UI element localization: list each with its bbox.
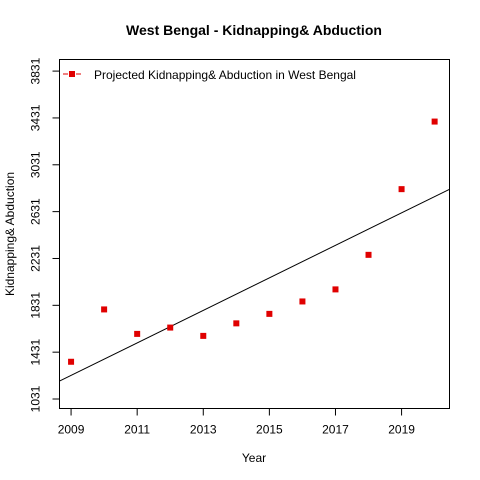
y-tick-label: 1831	[29, 292, 43, 319]
x-tick-label: 2013	[190, 423, 217, 437]
x-tick-label: 2009	[58, 423, 85, 437]
y-axis: 1031 1431 1831 2231 2631 3031 3431 3831	[29, 57, 60, 412]
data-point	[200, 332, 207, 339]
data-point	[101, 306, 108, 313]
data-point	[167, 324, 174, 331]
data-points	[68, 118, 438, 365]
y-tick-label: 3431	[29, 104, 43, 131]
y-tick-label: 2231	[29, 245, 43, 272]
x-tick-label: 2019	[388, 423, 415, 437]
y-tick-label: 3031	[29, 151, 43, 178]
data-point	[431, 118, 438, 125]
x-axis-label: Year	[242, 451, 266, 465]
x-tick-label: 2015	[256, 423, 283, 437]
legend-marker	[69, 71, 75, 77]
trend-line	[59, 188, 450, 382]
y-tick-label: 2631	[29, 198, 43, 225]
data-point	[68, 358, 75, 365]
x-tick-label: 2017	[322, 423, 349, 437]
plot-area	[59, 59, 450, 409]
data-point	[398, 186, 405, 193]
data-point	[299, 298, 306, 305]
x-axis: 2009 2011 2013 2015 2017 2019	[58, 408, 415, 437]
data-point	[233, 320, 240, 327]
x-tick-label: 2011	[124, 423, 150, 437]
legend-label: Projected Kidnapping& Abduction in West …	[94, 68, 356, 82]
y-axis-label: Kidnapping& Abduction	[3, 172, 17, 296]
y-tick-label: 1431	[29, 338, 43, 365]
data-point	[365, 251, 372, 258]
y-tick-label: 1031	[29, 385, 43, 412]
y-tick-label: 3831	[29, 57, 43, 84]
data-point	[134, 330, 141, 337]
legend: Projected Kidnapping& Abduction in West …	[63, 68, 356, 82]
chart-title: West Bengal - Kidnapping& Abduction	[126, 22, 382, 38]
data-point	[266, 310, 273, 317]
data-point	[332, 286, 339, 293]
